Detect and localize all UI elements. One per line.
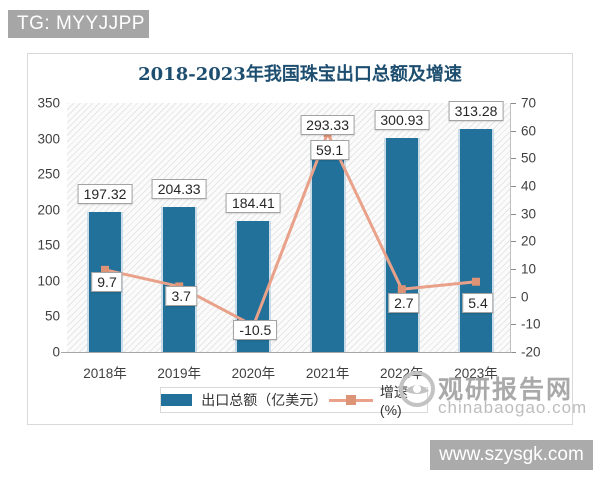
right-axis-tickmark: [510, 352, 516, 353]
right-axis-tick-label: 60: [521, 123, 537, 139]
export-total-bar: [458, 129, 494, 352]
x-axis-line: [61, 352, 512, 353]
right-axis-tick-label: 30: [521, 206, 537, 222]
right-axis-tick-label: 20: [521, 233, 537, 249]
line-series-marker-icon: [329, 395, 374, 405]
left-axis-tick-label: 200: [37, 202, 60, 218]
right-axis-tickmark: [510, 103, 516, 104]
left-axis-tick-label: 100: [37, 273, 60, 289]
export-total-bar: [309, 143, 346, 352]
bar-value-label: 184.41: [225, 192, 281, 213]
right-axis-line: [510, 103, 511, 352]
x-axis-label: 2020年: [231, 366, 276, 381]
right-axis-tickmark: [510, 296, 516, 298]
growth-value-label: 2.7: [388, 293, 420, 314]
legend: 出口总额（亿美元） 增速(%): [160, 384, 428, 418]
right-axis-tick-label: -20: [521, 344, 541, 360]
right-axis-tick-label: -10: [521, 316, 541, 332]
x-axis-label: 2018年: [83, 366, 127, 381]
watermark-site-name: 观研报告网: [438, 376, 574, 404]
left-axis-tick-label: 150: [37, 237, 60, 253]
right-axis-tickmark: [510, 324, 516, 326]
right-axis-tickmark: [510, 130, 516, 132]
export-total-bar: [161, 206, 198, 352]
bar-value-label: 197.32: [77, 183, 133, 204]
growth-value-label: 5.4: [462, 292, 494, 313]
left-axis-tick-label: 250: [37, 166, 60, 182]
right-axis-tickmark: [510, 213, 516, 215]
bar-series-label: 出口总额（亿美元）: [201, 392, 328, 408]
left-axis-tick-label: 300: [37, 131, 60, 147]
watermark-eye-icon: [399, 371, 435, 407]
right-axis-tick-label: 70: [521, 95, 537, 111]
left-axis-tick-label: 350: [37, 95, 60, 111]
plot-area: [67, 103, 510, 352]
tg-badge: TG: MYYJJPP: [8, 10, 149, 38]
left-axis-tick-label: 0: [52, 344, 60, 360]
bottom-watermark-bar: www.szysgk.com: [430, 440, 593, 470]
right-axis-tick-label: 50: [521, 150, 537, 166]
bar-value-label: 293.33: [300, 115, 356, 136]
chart-title: 2018-2023年我国珠宝出口总额及增速: [138, 64, 462, 85]
left-axis-tick-label: 50: [44, 308, 60, 324]
growth-value-label: -10.5: [233, 319, 278, 340]
x-axis-label: 2022年: [380, 366, 424, 381]
right-axis-tick-label: 40: [521, 178, 537, 194]
right-axis-tick-label: 10: [521, 261, 537, 277]
right-axis-tickmark: [510, 186, 516, 187]
watermark-site-domain: chinabaogao.com: [438, 398, 588, 417]
bar-series-swatch: [161, 394, 193, 406]
bar-value-label: 204.33: [151, 178, 207, 199]
right-axis-tick-label: 0: [521, 289, 529, 305]
right-axis-tickmark: [510, 158, 516, 160]
x-axis-label: 2023年: [454, 366, 498, 381]
export-total-bar: [383, 137, 420, 352]
growth-value-label: 9.7: [91, 271, 123, 292]
growth-value-label: 3.7: [165, 286, 197, 307]
bar-value-label: 300.93: [374, 109, 430, 130]
bar-value-label: 313.28: [448, 101, 504, 122]
right-axis-tickmark: [510, 269, 516, 270]
x-axis-label: 2019年: [157, 366, 201, 381]
growth-value-label: 59.1: [309, 140, 350, 161]
right-axis-tickmark: [510, 241, 516, 243]
x-axis-label: 2021年: [305, 366, 350, 381]
